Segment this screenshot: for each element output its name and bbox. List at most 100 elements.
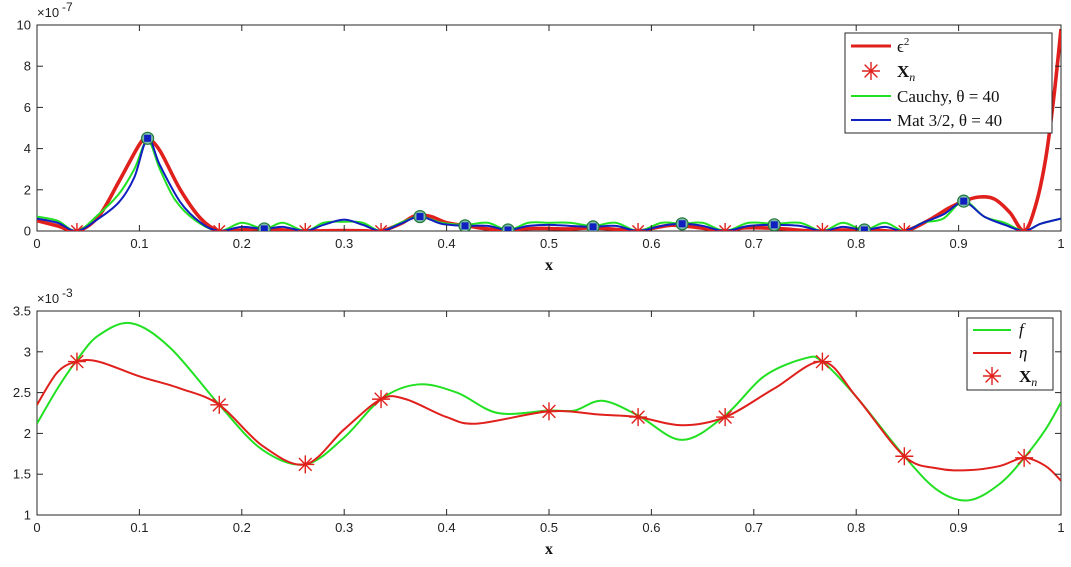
bottom-xn-marker-stroke [542, 404, 556, 419]
top-xn-marker-stroke [213, 224, 221, 231]
top-matern-marker [589, 223, 597, 231]
bottom-ytick-label: 2.5 [13, 385, 31, 400]
bottom-ytick-label: 2 [24, 426, 31, 441]
bottom-legend: f η Xn [966, 317, 1054, 391]
top-xn-marker-stroke [75, 224, 84, 231]
bottom-plot-axes-layer: 0 0.1 0.2 0.3 0.4 0.5 0.6 0.7 0.8 0.9 1 1 1.5 2 2.5 3 3.… [13, 304, 1065, 536]
bottom-xn-marker [296, 455, 315, 474]
bottom-xtick-label: 0.7 [745, 520, 763, 535]
bottom-x-axis-label: x [545, 541, 553, 558]
legend-xn-main-bottom: X [1019, 367, 1032, 386]
top-xn-marker [814, 223, 831, 231]
top-legend-box [844, 32, 1053, 134]
top-ytick-label: 8 [24, 59, 31, 74]
legend-xn-marker [862, 62, 880, 80]
bottom-xn-marker [629, 408, 648, 427]
bottom-ytick-label: 3 [24, 344, 31, 359]
bottom-xn-marker [813, 352, 832, 371]
legend-xn-label-bottom: Xn [1019, 367, 1037, 389]
bottom-y-exponent: -3 [62, 286, 73, 300]
top-xtick-label: 0.1 [130, 236, 148, 251]
bottom-xn-marker-stroke [1017, 451, 1031, 465]
top-ytick-label: 6 [24, 100, 31, 115]
top-xtick-label: 0 [33, 236, 40, 251]
top-xn-marker-stroke [898, 224, 906, 231]
top-xtick-label: 0.9 [950, 236, 968, 251]
top-xn-marker-stroke [724, 224, 732, 231]
top-xn-marker [1016, 223, 1033, 231]
top-xn-marker-stroke [304, 224, 312, 231]
legend-epsilon2-label: ϵ2 [897, 36, 909, 56]
bottom-xtick-label: 0.4 [438, 520, 456, 535]
top-xtick-label: 0.3 [335, 236, 353, 251]
bottom-xn-marker-stroke [70, 354, 84, 369]
bottom-ytick-label: 1.5 [13, 467, 31, 482]
legend-xn-star-bottom [983, 367, 1001, 385]
top-ytick-label: 2 [24, 182, 31, 197]
top-xn-marker [373, 223, 390, 231]
bottom-xn-marker [372, 390, 391, 409]
top-xn-marker-stroke [903, 224, 911, 231]
legend-xn-label: Xn [897, 62, 915, 84]
legend-xn-star [862, 62, 880, 80]
top-series-epsilon2-line [37, 28, 1061, 231]
top-xn-marker [211, 223, 228, 231]
bottom-xn-marker-stroke [815, 354, 830, 369]
top-matern-marker [416, 213, 424, 221]
bottom-xn-marker [540, 402, 558, 421]
bottom-xtick-label: 0.8 [847, 520, 865, 535]
top-xn-marker-stroke [718, 224, 727, 231]
bottom-xtick-label: 1 [1057, 520, 1064, 535]
top-xn-marker-stroke [637, 224, 645, 231]
bottom-xtick-label: 0.6 [642, 520, 660, 535]
legend-xn-star-bottom-stroke [985, 369, 999, 383]
bottom-xtick-label: 0.9 [950, 520, 968, 535]
top-xn-marker [630, 223, 647, 231]
top-xn-marker-stroke [821, 224, 829, 231]
bottom-xtick-label: 0 [33, 520, 40, 535]
legend-xn-main: X [897, 62, 910, 81]
top-matern-marker [678, 220, 686, 228]
top-xn-marker-stroke [299, 224, 307, 231]
top-xn-marker [297, 223, 314, 231]
top-series-cauchy-line [37, 139, 1061, 231]
top-matern-marker [860, 226, 868, 231]
legend-xn-sub: n [909, 70, 915, 84]
top-matern-marker [260, 225, 268, 231]
legend-epsilon2-main: ϵ [897, 37, 904, 56]
top-x-axis-label: x [545, 257, 553, 274]
bottom-xtick-label: 0.5 [540, 520, 558, 535]
bottom-xn-marker-stroke [212, 397, 227, 412]
bottom-series-f-line [37, 321, 1061, 502]
bottom-xn-marker-stroke [374, 392, 388, 406]
top-xtick-label: 1 [1057, 236, 1064, 251]
top-xn-marker-stroke [380, 224, 388, 231]
bottom-y-multiplier: ×10 [37, 291, 59, 306]
top-y-multiplier: ×10 [37, 5, 59, 20]
legend-xn-star-stroke [864, 64, 878, 78]
bottom-xn-marker-stroke [897, 449, 912, 464]
bottom-xn-marker [67, 352, 86, 371]
top-ytick-label: 0 [24, 224, 31, 239]
top-xn-marker [68, 223, 85, 231]
legend-epsilon2-sup: 2 [904, 36, 910, 48]
top-xtick-label: 0.8 [847, 236, 865, 251]
bottom-ytick-label: 1 [24, 508, 31, 523]
top-xtick-label: 0.4 [438, 236, 456, 251]
bottom-xn-marker-stroke [631, 410, 645, 424]
legend-matern-label: Mat 3/2, θ = 40 [897, 111, 1002, 130]
top-ytick-label: 10 [17, 18, 31, 33]
top-xn-marker-stroke [631, 224, 640, 231]
top-ytick-label: 4 [24, 141, 31, 156]
legend-xn-sub-bottom: n [1031, 375, 1037, 389]
top-legend: ϵ2 Xn Cauchy, θ = 40 Mat 3/2, θ = 40 [844, 32, 1053, 134]
top-xn-marker [717, 223, 734, 231]
legend-eta-label: η [1019, 343, 1027, 362]
bottom-xn-marker-stroke [298, 457, 313, 472]
bottom-xtick-label: 0.3 [335, 520, 353, 535]
top-plot-series-layer [37, 28, 1061, 231]
top-xtick-label: 0.7 [745, 236, 763, 251]
